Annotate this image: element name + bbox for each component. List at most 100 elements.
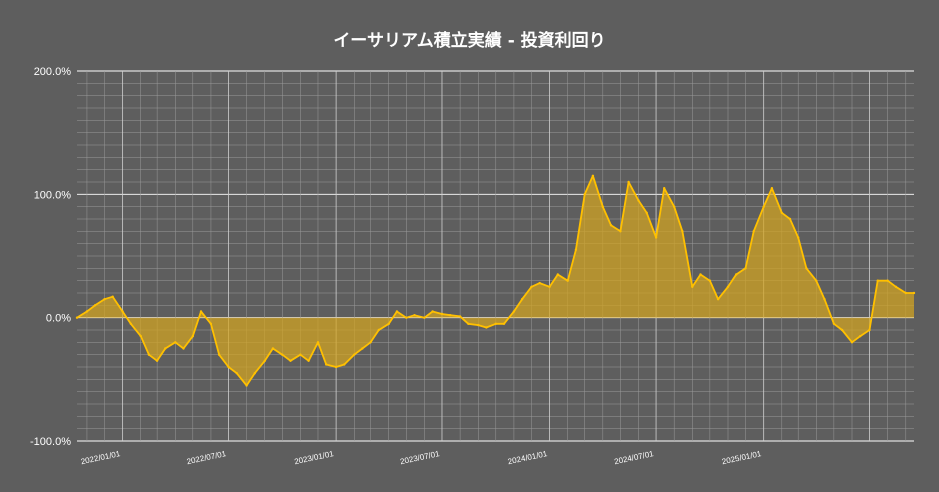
data-point bbox=[111, 295, 114, 298]
data-point bbox=[805, 267, 808, 270]
data-point bbox=[458, 315, 462, 318]
data-point bbox=[752, 230, 755, 233]
data-point bbox=[548, 285, 551, 288]
data-point bbox=[121, 310, 124, 313]
data-point bbox=[477, 323, 480, 327]
data-point bbox=[744, 267, 747, 270]
x-tick-label: 2023/07/01 bbox=[399, 449, 441, 466]
data-point bbox=[859, 335, 862, 338]
data-point bbox=[147, 353, 151, 356]
data-point bbox=[467, 322, 470, 325]
data-point bbox=[129, 322, 132, 325]
data-point bbox=[566, 279, 569, 282]
x-axis: 2022/01/01 2022/07/01 2023/01/01 2023/07/01… bbox=[80, 449, 763, 466]
data-point bbox=[797, 236, 800, 239]
data-point bbox=[708, 279, 712, 282]
data-point bbox=[591, 174, 595, 177]
y-tick-label: 100.0% bbox=[34, 189, 72, 201]
data-point bbox=[556, 273, 559, 276]
data-point bbox=[369, 341, 372, 344]
data-point bbox=[85, 310, 89, 313]
data-point bbox=[735, 273, 738, 276]
data-point bbox=[334, 365, 338, 369]
data-point bbox=[377, 328, 380, 332]
chart-title: イーサリアム積立実績 - 投資利回り bbox=[333, 31, 606, 51]
data-point bbox=[307, 359, 310, 362]
data-point bbox=[182, 347, 185, 350]
data-point bbox=[912, 291, 916, 295]
data-point bbox=[93, 304, 97, 307]
data-point bbox=[289, 359, 292, 362]
data-point bbox=[245, 384, 248, 387]
data-point bbox=[75, 316, 79, 319]
data-point bbox=[832, 322, 836, 325]
data-point bbox=[423, 316, 426, 319]
data-point bbox=[361, 347, 364, 350]
data-point bbox=[395, 310, 399, 313]
data-point bbox=[353, 353, 356, 356]
data-point bbox=[627, 180, 630, 184]
data-point bbox=[619, 230, 622, 233]
data-point bbox=[413, 314, 416, 317]
y-tick-label: 0.0% bbox=[46, 313, 71, 325]
data-point bbox=[217, 353, 221, 356]
x-tick-label: 2022/01/01 bbox=[80, 449, 122, 466]
data-point bbox=[726, 285, 730, 288]
data-point bbox=[601, 205, 604, 208]
y-tick-label: 200.0% bbox=[34, 66, 72, 78]
data-point bbox=[235, 372, 238, 375]
data-point bbox=[299, 353, 302, 356]
area-layer bbox=[75, 174, 916, 387]
data-point bbox=[440, 312, 444, 316]
data-point bbox=[904, 291, 907, 295]
data-point bbox=[637, 199, 640, 202]
data-point bbox=[583, 193, 586, 196]
data-point bbox=[530, 285, 533, 288]
data-point bbox=[699, 273, 702, 276]
x-tick-label: 2023/01/01 bbox=[293, 449, 335, 466]
data-point bbox=[645, 211, 648, 214]
data-point bbox=[520, 298, 524, 301]
data-point bbox=[281, 353, 284, 356]
data-point bbox=[387, 322, 390, 325]
y-axis: 200.0% 100.0% 0.0% -100.0% bbox=[30, 66, 71, 448]
data-point bbox=[762, 205, 765, 208]
data-point bbox=[574, 248, 578, 251]
data-point bbox=[512, 310, 516, 313]
data-point bbox=[538, 281, 541, 285]
data-point bbox=[485, 326, 488, 329]
data-point bbox=[449, 314, 452, 317]
data-point bbox=[431, 310, 434, 313]
y-tick-label: -100.0% bbox=[30, 436, 71, 448]
x-tick-label: 2022/07/01 bbox=[186, 449, 228, 466]
data-point bbox=[886, 279, 889, 282]
data-point bbox=[174, 341, 177, 344]
data-point bbox=[494, 322, 497, 325]
data-point bbox=[815, 279, 818, 282]
data-point bbox=[654, 236, 658, 239]
data-point bbox=[139, 335, 142, 338]
data-point bbox=[850, 341, 854, 344]
data-point bbox=[502, 322, 506, 325]
data-point bbox=[209, 322, 213, 325]
x-tick-label: 2024/07/01 bbox=[613, 449, 655, 466]
data-point bbox=[164, 347, 167, 350]
data-point bbox=[691, 285, 694, 288]
data-point bbox=[263, 359, 266, 362]
data-point bbox=[227, 365, 230, 369]
data-point bbox=[894, 285, 898, 288]
data-point bbox=[405, 316, 408, 319]
data-point bbox=[103, 298, 106, 301]
data-point bbox=[155, 359, 159, 362]
data-point bbox=[325, 363, 328, 366]
data-point bbox=[663, 187, 666, 190]
data-point bbox=[609, 224, 613, 227]
data-point bbox=[876, 279, 879, 282]
data-point bbox=[191, 335, 194, 338]
series-area bbox=[77, 175, 914, 386]
data-point bbox=[823, 298, 826, 301]
data-point bbox=[316, 341, 320, 344]
data-point bbox=[681, 230, 684, 233]
data-point bbox=[673, 205, 676, 208]
